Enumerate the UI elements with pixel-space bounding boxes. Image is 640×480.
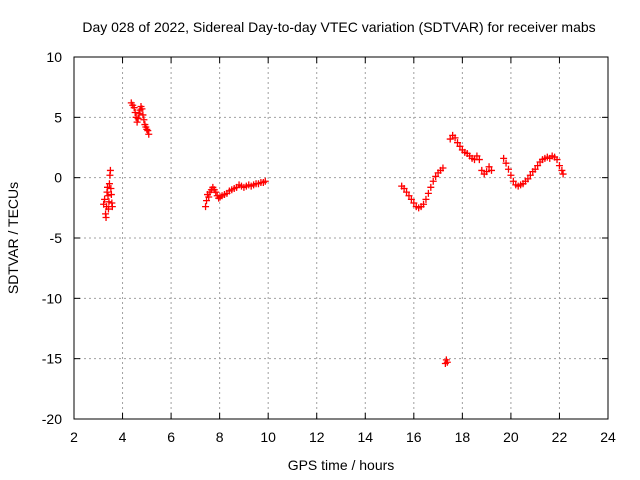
data-point <box>143 125 151 133</box>
data-point <box>454 139 462 147</box>
data-point <box>202 203 210 211</box>
data-point <box>443 358 451 366</box>
data-point <box>212 188 220 196</box>
data-point <box>104 205 112 213</box>
data-point <box>400 185 408 193</box>
data-point <box>106 166 114 174</box>
data-point <box>145 130 153 138</box>
x-tick-label: 18 <box>455 429 471 445</box>
data-point <box>439 164 447 172</box>
data-point <box>531 165 539 173</box>
data-point <box>432 172 440 180</box>
x-tick-label: 14 <box>357 429 373 445</box>
data-point <box>140 116 148 124</box>
y-tick-label: 5 <box>54 109 62 125</box>
data-point <box>500 154 508 162</box>
data-point <box>502 159 510 167</box>
data-point <box>104 192 112 200</box>
data-point <box>101 195 109 203</box>
data-point <box>205 193 213 201</box>
data-point <box>555 162 563 170</box>
data-point <box>509 177 517 185</box>
data-point <box>487 166 495 174</box>
segment-seg1 <box>100 166 116 221</box>
y-axis-label: SDTVAR / TECUs <box>5 182 21 294</box>
data-point <box>451 134 459 142</box>
data-point <box>135 110 143 118</box>
x-tick-label: 10 <box>260 429 276 445</box>
y-tick-label: -15 <box>42 351 62 367</box>
grid-lines <box>74 57 608 419</box>
data-point <box>422 195 430 203</box>
x-tick-label: 24 <box>600 429 616 445</box>
data-point <box>534 162 542 170</box>
segment-seg2 <box>127 99 153 138</box>
data-point <box>483 168 491 176</box>
data-point <box>429 177 437 185</box>
data-point <box>427 183 435 191</box>
data-point <box>456 142 464 150</box>
x-axis-label: GPS time / hours <box>288 457 395 473</box>
x-tick-label: 22 <box>552 429 568 445</box>
segment-seg5 <box>441 356 451 367</box>
data-point <box>475 156 483 164</box>
data-point <box>410 199 418 207</box>
data-point <box>103 183 111 191</box>
segment-seg4 <box>398 164 447 212</box>
data-point <box>107 191 115 199</box>
y-tick-label: -10 <box>42 290 62 306</box>
x-tick-label: 12 <box>309 429 325 445</box>
data-point <box>407 195 415 203</box>
data-point <box>134 115 142 123</box>
data-point <box>203 197 211 205</box>
y-tick-label: -5 <box>50 230 63 246</box>
data-point <box>403 188 411 196</box>
data-point <box>144 127 152 135</box>
data-point <box>446 135 454 143</box>
data-point <box>107 185 115 193</box>
data-point <box>504 165 512 173</box>
data-point <box>261 177 269 185</box>
data-point <box>559 170 567 178</box>
data-point <box>526 171 534 179</box>
chart-title: Day 028 of 2022, Sidereal Day-to-day VTE… <box>82 19 595 35</box>
data-points <box>100 99 567 367</box>
data-point <box>558 166 566 174</box>
y-tick-label: 0 <box>54 170 62 186</box>
data-point <box>485 163 493 171</box>
data-point <box>405 192 413 200</box>
x-tick-label: 4 <box>119 429 127 445</box>
data-point <box>420 200 428 208</box>
data-point <box>102 213 110 221</box>
data-point <box>507 171 515 179</box>
data-point <box>424 189 432 197</box>
data-point <box>108 203 116 211</box>
x-tick-label: 20 <box>503 429 519 445</box>
data-point <box>524 175 532 183</box>
x-tick-label: 2 <box>70 429 78 445</box>
data-point <box>478 166 486 174</box>
data-point <box>139 111 147 119</box>
data-point <box>105 180 113 188</box>
segment-seg3 <box>202 177 269 211</box>
data-point <box>133 118 141 126</box>
data-point <box>553 156 561 164</box>
y-tick-label: -20 <box>42 411 62 427</box>
x-tick-label: 16 <box>406 429 422 445</box>
data-point <box>473 152 481 160</box>
x-tick-label: 6 <box>167 429 175 445</box>
segment-seg7 <box>500 152 567 190</box>
y-tick-label: 10 <box>46 49 62 65</box>
segment-seg6 <box>446 131 495 178</box>
data-point <box>131 109 139 117</box>
x-tick-label: 8 <box>216 429 224 445</box>
data-point <box>130 104 138 112</box>
data-point <box>138 105 146 113</box>
